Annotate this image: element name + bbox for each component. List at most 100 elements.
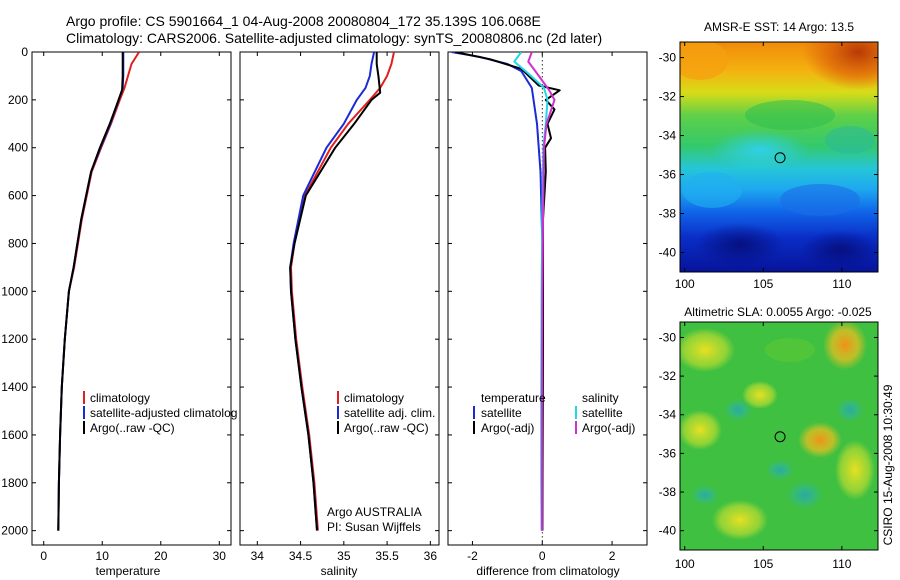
figure-title-line1: Argo profile: CS 5901664_1 04-Aug-2008 2… (66, 13, 541, 29)
x-tick-label: 10 (96, 549, 110, 563)
temperature-x-label: temperature (96, 564, 161, 578)
map-y-tick-label: -38 (659, 207, 677, 221)
difference-legend-temperature-satellite: satellite (481, 406, 522, 420)
side-credit-timestamp: CSIRO 15-Aug-2008 10:30:49 (881, 384, 895, 545)
difference-legend-salinity-satellite: satellite (582, 406, 623, 420)
map-y-tick-label: -36 (659, 168, 677, 182)
map-x-tick-label: 105 (753, 277, 773, 291)
map-y-tick-label: -40 (659, 246, 677, 260)
y-tick-label: 600 (8, 189, 28, 203)
map-y-tick-label: -34 (659, 129, 677, 143)
sla-map-x-ticks: 100 105 110 (675, 322, 852, 571)
salinity-x-label: salinity (321, 564, 358, 578)
sla-map-panel: Altimetric SLA: 0.0055 Argo: -0.025 -30-… (659, 305, 879, 571)
figure-title-line2: Climatology: CARS2006. Satellite-adjuste… (66, 30, 602, 46)
x-tick-label: 35.5 (375, 549, 399, 563)
y-tick-label: 1600 (1, 428, 28, 442)
map-y-tick-label: -34 (659, 408, 677, 422)
temperature-legend: climatology satellite-adjusted climatolo… (83, 391, 237, 435)
map-y-tick-label: -30 (659, 330, 677, 344)
x-tick-label: 2 (609, 549, 616, 563)
sla-map-argo-marker (774, 431, 786, 443)
sla-map-frame (679, 321, 879, 551)
sla-map-title: Altimetric SLA: 0.0055 Argo: -0.025 (684, 305, 872, 319)
sst-map-panel: AMSR-E SST: 14 Argo: 13.5 -30-32-34-36-3… (659, 20, 879, 291)
temperature-panel: 0 200 400 600 800 1000 1200 1400 1600 1800 2000 0 1… (1, 45, 237, 578)
series-line-climatology (290, 52, 395, 531)
temperature-legend-argo: Argo(..raw -QC) (90, 421, 175, 435)
map-x-tick-label: 110 (832, 557, 851, 571)
sst-map-argo-marker (774, 152, 786, 164)
sst-map-x-ticks: 100 105 110 (675, 42, 852, 291)
salinity-x-ticks: 34 34.5 35 35.5 36 (251, 52, 438, 563)
sst-map-title: AMSR-E SST: 14 Argo: 13.5 (704, 20, 854, 34)
series-line-argo (57, 52, 124, 531)
difference-series (451, 52, 561, 531)
difference-panel: -2 0 2 difference from climatology tempera… (447, 51, 648, 578)
y-tick-label: 1800 (1, 476, 28, 490)
salinity-series (289, 52, 395, 531)
x-tick-label: 34 (251, 549, 265, 563)
difference-legend-temperature-argo: Argo(-adj) (481, 421, 534, 435)
difference-x-label: difference from climatology (476, 564, 619, 578)
sla-map-field (680, 322, 878, 550)
series-line-argo (289, 52, 382, 531)
salinity-annotation-agency: Argo AUSTRALIA (327, 505, 422, 519)
temperature-y-ticks: 0 200 400 600 800 1000 1200 1400 1600 1800 2000 (1, 45, 231, 538)
x-tick-label: 36 (424, 549, 438, 563)
x-tick-label: 20 (154, 549, 168, 563)
sst-map-frame (679, 41, 879, 273)
series-line-argo (454, 52, 561, 531)
y-tick-label: 1400 (1, 380, 28, 394)
series-line-salinity-argo (527, 52, 556, 531)
x-tick-label: 34.5 (289, 549, 313, 563)
y-tick-label: 800 (8, 236, 28, 250)
salinity-legend-climatology: climatology (344, 391, 404, 405)
map-y-tick-label: -30 (659, 51, 677, 65)
salinity-legend-satellite: satellite adj. clim. (344, 406, 435, 420)
temperature-axes-frame (31, 51, 232, 546)
map-x-tick-label: 100 (675, 557, 695, 571)
difference-legend-salinity-argo: Argo(-adj) (582, 421, 635, 435)
salinity-legend-argo: Argo(..raw -QC) (344, 421, 429, 435)
x-tick-label: -2 (467, 549, 478, 563)
difference-legend: temperature satellite Argo(-adj) salinit… (473, 391, 635, 435)
salinity-axes-frame (239, 51, 440, 546)
sst-map-field (680, 42, 878, 272)
difference-y-ticks (448, 51, 647, 532)
salinity-panel: 34 34.5 35 35.5 36 salinity climatology sate… (239, 51, 440, 578)
map-y-tick-label: -38 (659, 485, 677, 499)
y-tick-label: 200 (8, 93, 28, 107)
map-x-tick-label: 100 (675, 277, 695, 291)
map-y-tick-label: -36 (659, 446, 677, 460)
sla-map-y-ticks: -30 -32 -34 -36 -38 -40 (659, 330, 878, 538)
series-line-satellite (289, 52, 376, 531)
temperature-legend-satellite: satellite-adjusted climatolog (90, 406, 237, 420)
difference-legend-temperature-heading: temperature (481, 391, 546, 405)
sst-map-y-ticks: -30 -32 -34 -36 -38 -40 (659, 51, 878, 260)
y-tick-label: 2000 (1, 524, 28, 538)
map-x-tick-label: 105 (753, 557, 773, 571)
salinity-annotation-pi: PI: Susan Wijffels (327, 520, 421, 534)
series-line-climatology (57, 52, 140, 531)
x-tick-label: 30 (213, 549, 227, 563)
map-y-tick-label: -40 (659, 524, 677, 538)
x-tick-label: 0 (539, 549, 546, 563)
salinity-y-ticks (240, 51, 439, 532)
salinity-legend: climatology satellite adj. clim. Argo(..… (337, 391, 435, 435)
y-tick-label: 0 (21, 45, 28, 59)
y-tick-label: 1000 (1, 284, 28, 298)
y-tick-label: 1200 (1, 332, 28, 346)
difference-legend-salinity-heading: salinity (582, 391, 619, 405)
temperature-legend-climatology: climatology (90, 391, 150, 405)
temperature-series (57, 52, 140, 531)
map-x-tick-label: 110 (832, 277, 851, 291)
map-y-tick-label: -32 (659, 369, 677, 383)
x-tick-label: 0 (40, 549, 47, 563)
map-y-tick-label: -32 (659, 90, 677, 104)
difference-axes-frame (447, 51, 648, 546)
series-line-satellite (451, 52, 544, 531)
y-tick-label: 400 (8, 141, 28, 155)
x-tick-label: 35 (337, 549, 351, 563)
